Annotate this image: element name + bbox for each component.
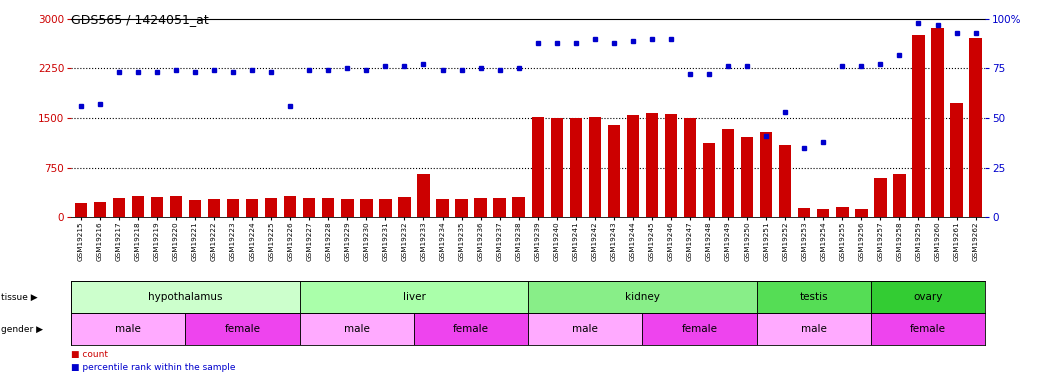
Text: male: male — [572, 324, 598, 334]
Bar — [361, 199, 372, 217]
Text: ovary: ovary — [913, 292, 943, 302]
Text: GDS565 / 1424051_at: GDS565 / 1424051_at — [71, 13, 209, 26]
Bar — [74, 203, 87, 217]
Text: female: female — [681, 324, 718, 334]
Text: hypothalamus: hypothalamus — [148, 292, 223, 302]
Text: female: female — [224, 324, 261, 334]
Bar — [227, 199, 239, 217]
Bar — [871, 281, 985, 313]
Bar — [722, 129, 735, 217]
Bar — [874, 178, 887, 218]
Bar — [436, 199, 449, 217]
Bar — [417, 174, 430, 217]
Bar — [531, 117, 544, 218]
Bar — [855, 209, 868, 218]
Text: male: male — [115, 324, 141, 334]
Bar — [512, 196, 525, 217]
Bar — [414, 313, 528, 345]
Bar — [703, 143, 715, 218]
Text: liver: liver — [402, 292, 425, 302]
Bar — [570, 118, 582, 218]
Bar — [93, 202, 106, 217]
Bar — [342, 199, 353, 217]
Bar — [151, 197, 163, 217]
Bar — [398, 196, 411, 217]
Text: male: male — [344, 324, 370, 334]
Bar — [265, 198, 278, 217]
Bar — [456, 199, 467, 217]
Text: female: female — [910, 324, 946, 334]
Bar — [627, 116, 639, 218]
Bar — [300, 281, 528, 313]
Text: tissue ▶: tissue ▶ — [1, 292, 38, 302]
Text: gender ▶: gender ▶ — [1, 324, 43, 334]
Bar — [132, 196, 144, 217]
Bar — [379, 199, 392, 217]
Bar — [71, 281, 300, 313]
Bar — [71, 313, 185, 345]
Text: ■ percentile rank within the sample: ■ percentile rank within the sample — [71, 363, 236, 372]
Bar — [113, 198, 125, 217]
Bar — [799, 207, 810, 218]
Bar — [303, 198, 315, 217]
Bar — [684, 118, 696, 218]
Bar — [969, 38, 982, 218]
Bar — [185, 313, 300, 345]
Bar — [494, 198, 506, 217]
Bar — [836, 207, 849, 218]
Bar — [475, 198, 486, 217]
Bar — [642, 313, 757, 345]
Bar — [664, 114, 677, 218]
Bar — [893, 174, 905, 217]
Bar — [189, 200, 201, 217]
Bar — [284, 196, 297, 217]
Bar — [528, 281, 757, 313]
Bar — [932, 28, 943, 218]
Text: male: male — [801, 324, 827, 334]
Bar — [322, 198, 334, 217]
Bar — [741, 136, 754, 218]
Bar — [760, 132, 772, 218]
Bar — [528, 313, 642, 345]
Bar — [951, 103, 963, 218]
Bar — [208, 199, 220, 217]
Bar — [871, 313, 985, 345]
Text: female: female — [453, 324, 489, 334]
Bar — [913, 34, 924, 218]
Bar — [170, 196, 182, 217]
Bar — [589, 117, 601, 218]
Text: ■ count: ■ count — [71, 350, 108, 359]
Bar — [300, 313, 414, 345]
Text: testis: testis — [800, 292, 828, 302]
Bar — [817, 209, 829, 218]
Bar — [608, 125, 620, 218]
Bar — [646, 114, 658, 218]
Text: kidney: kidney — [625, 292, 660, 302]
Bar — [779, 145, 791, 218]
Bar — [550, 118, 563, 218]
Bar — [757, 313, 871, 345]
Bar — [757, 281, 871, 313]
Bar — [246, 199, 258, 217]
